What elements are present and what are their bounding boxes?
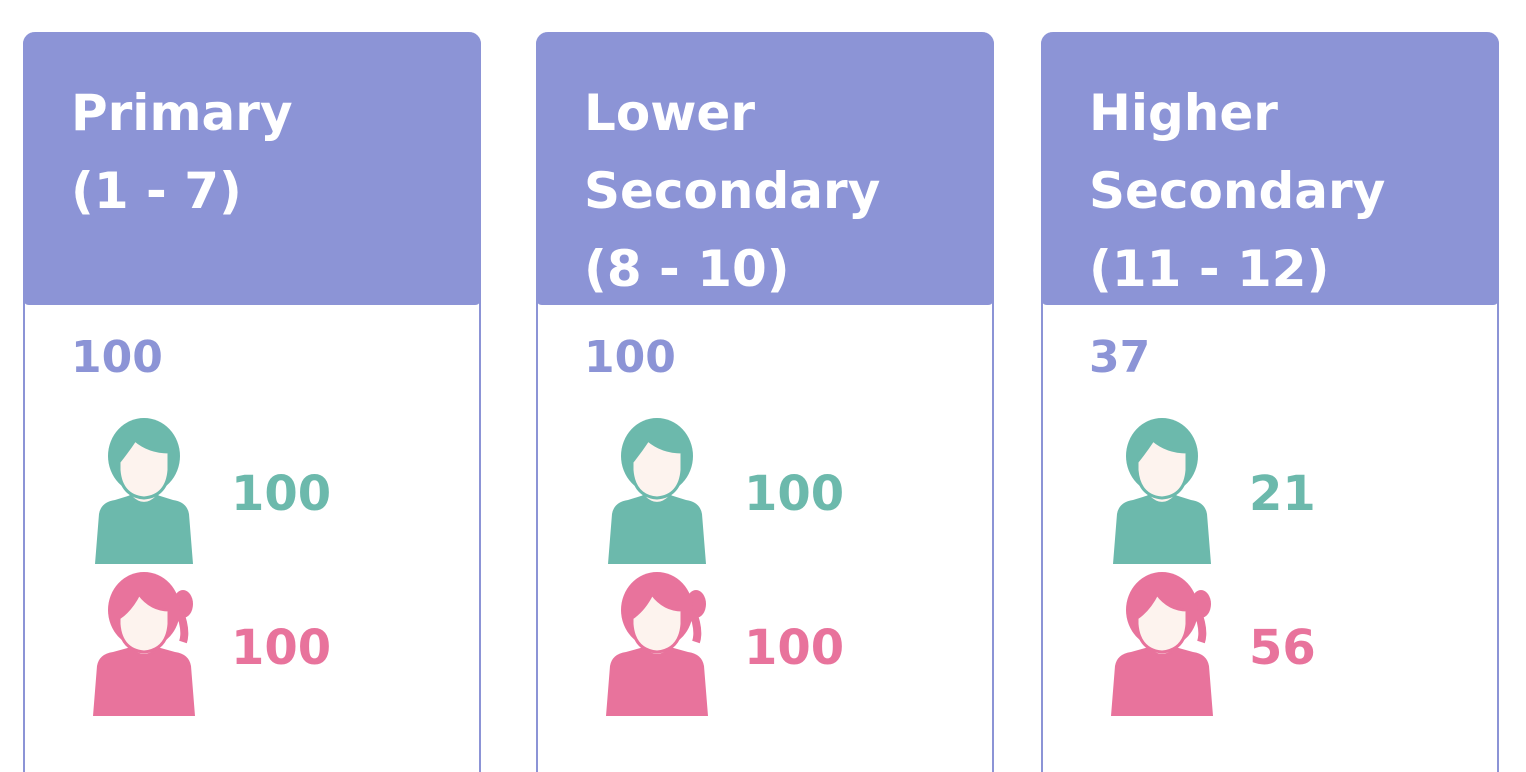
card-title: (8 - 10) <box>584 240 790 298</box>
female-icon <box>1105 570 1219 718</box>
male-icon <box>87 418 201 566</box>
card-title: Primary <box>71 84 293 142</box>
card-title: (1 - 7) <box>71 162 242 220</box>
card-header: Primary (1 - 7) <box>23 32 481 305</box>
card-title: Secondary <box>584 162 881 220</box>
total-value: 100 <box>584 332 676 383</box>
total-value: 37 <box>1089 332 1151 383</box>
male-icon <box>1105 418 1219 566</box>
card: Lower Secondary (8 - 10) 100 100 100 <box>536 32 994 772</box>
card: Higher Secondary (11 - 12) 37 21 56 <box>1041 32 1499 772</box>
card-title: (11 - 12) <box>1089 240 1330 298</box>
female-value: 100 <box>744 620 845 676</box>
male-value: 21 <box>1249 466 1316 522</box>
female-value: 100 <box>231 620 332 676</box>
card-header: Lower Secondary (8 - 10) <box>536 32 994 305</box>
page: {"cards": [ {"title": ["Primary", "(1 - … <box>23 32 1499 772</box>
card-title: Secondary <box>1089 162 1386 220</box>
female-value: 56 <box>1249 620 1316 676</box>
male-icon <box>600 418 714 566</box>
female-icon <box>87 570 201 718</box>
total-value: 100 <box>71 332 163 383</box>
card-header: Higher Secondary (11 - 12) <box>1041 32 1499 305</box>
male-value: 100 <box>231 466 332 522</box>
card-title: Lower <box>584 84 755 142</box>
male-value: 100 <box>744 466 845 522</box>
female-icon <box>600 570 714 718</box>
card-title: Higher <box>1089 84 1278 142</box>
card: Primary (1 - 7) 100 100 100 <box>23 32 481 772</box>
